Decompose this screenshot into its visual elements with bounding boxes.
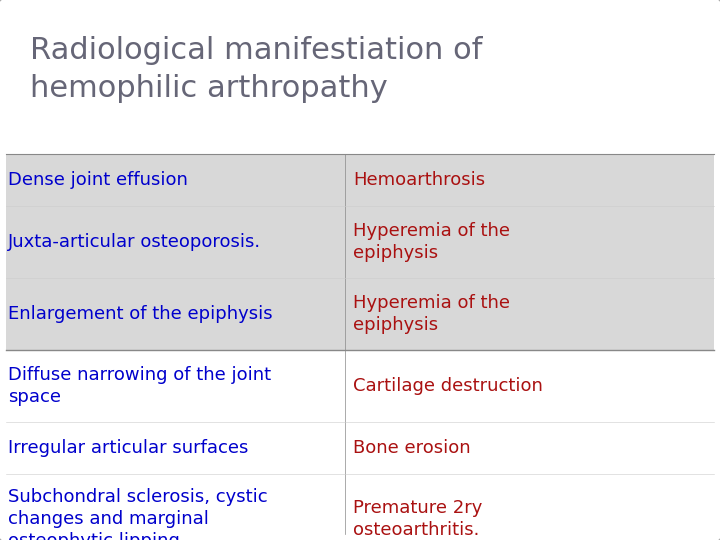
Text: Hyperemia of the
epiphysis: Hyperemia of the epiphysis bbox=[353, 222, 510, 262]
Text: Bone erosion: Bone erosion bbox=[353, 439, 471, 457]
Text: Dense joint effusion: Dense joint effusion bbox=[8, 171, 188, 189]
Text: Enlargement of the epiphysis: Enlargement of the epiphysis bbox=[8, 305, 273, 323]
Text: Juxta-articular osteoporosis.: Juxta-articular osteoporosis. bbox=[8, 233, 261, 251]
Text: Diffuse narrowing of the joint
space: Diffuse narrowing of the joint space bbox=[8, 366, 271, 406]
Text: Subchondral sclerosis, cystic
changes and marginal
osteophytic lipping.: Subchondral sclerosis, cystic changes an… bbox=[8, 489, 268, 540]
Bar bbox=[6, 6, 714, 154]
Text: hemophilic arthropathy: hemophilic arthropathy bbox=[30, 74, 388, 103]
Text: Cartilage destruction: Cartilage destruction bbox=[353, 377, 543, 395]
Text: Hemoarthrosis: Hemoarthrosis bbox=[353, 171, 485, 189]
Text: Hyperemia of the
epiphysis: Hyperemia of the epiphysis bbox=[353, 294, 510, 334]
Text: Radiological manifestiation of: Radiological manifestiation of bbox=[30, 36, 482, 65]
Text: Irregular articular surfaces: Irregular articular surfaces bbox=[8, 439, 248, 457]
Bar bbox=[6, 154, 714, 350]
Text: Premature 2ry
osteoarthritis.: Premature 2ry osteoarthritis. bbox=[353, 500, 482, 539]
